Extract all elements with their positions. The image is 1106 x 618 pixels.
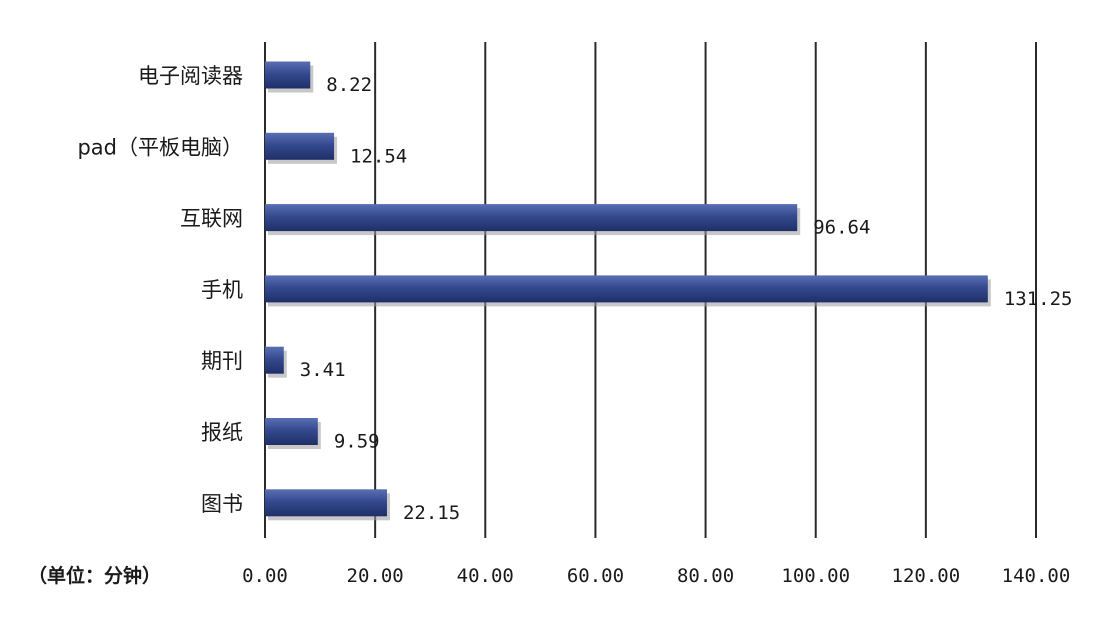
x-tick-label: 140.00	[1002, 565, 1071, 587]
data-label: 131.25	[1004, 288, 1073, 310]
data-label: 96.64	[813, 217, 870, 239]
bars	[265, 61, 991, 521]
category-label: 报纸	[201, 421, 243, 445]
category-label: pad（平板电脑）	[77, 135, 243, 159]
x-tick-label: 120.00	[892, 565, 961, 587]
x-tick-label: 80.00	[677, 565, 734, 587]
data-label: 9.59	[334, 431, 380, 453]
bar	[265, 61, 311, 89]
x-tick-label: 60.00	[567, 565, 624, 587]
category-label: 期刊	[201, 349, 243, 373]
bar	[265, 132, 335, 160]
x-axis: 0.00 20.00 40.00 60.00 80.00 100.00 120.00 140.…	[28, 564, 1070, 587]
data-label: 3.41	[300, 359, 346, 381]
category-label: 图书	[201, 492, 243, 516]
bar	[265, 204, 798, 232]
data-label: 8.22	[326, 74, 372, 96]
x-tick-label: 20.00	[347, 565, 404, 587]
category-label: 手机	[201, 278, 243, 302]
category-label: 电子阅读器	[138, 64, 243, 88]
unit-label: （单位：分钟）	[28, 564, 161, 587]
bar	[265, 346, 284, 374]
data-label: 12.54	[350, 145, 407, 167]
x-tick-label: 40.00	[457, 565, 514, 587]
labels: 电子阅读器 8.22 pad（平板电脑） 12.54 互联网 96.64 手机 131.25 期…	[77, 64, 1072, 524]
bar	[265, 275, 988, 303]
bar	[265, 418, 318, 445]
x-tick-label: 100.00	[781, 565, 850, 587]
category-label: 互联网	[180, 207, 243, 231]
data-label: 22.15	[403, 502, 460, 524]
x-tick-label: 0.00	[242, 565, 288, 587]
bar	[265, 489, 387, 517]
